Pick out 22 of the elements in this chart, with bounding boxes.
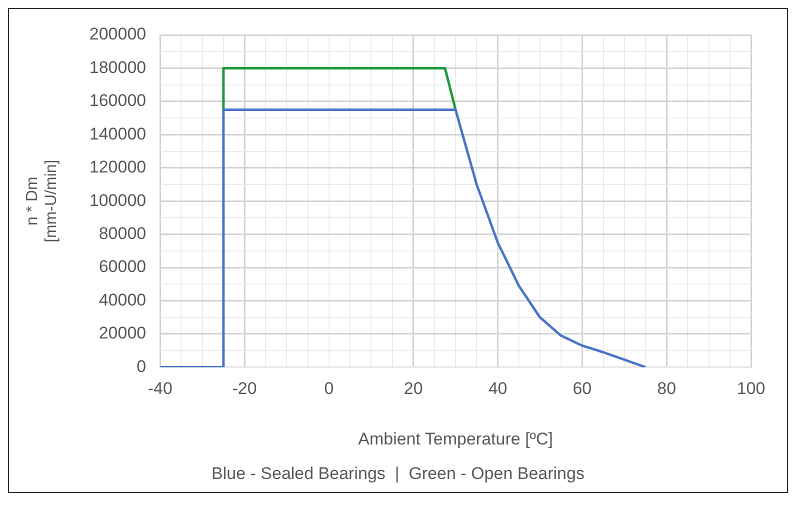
y-tick-label: 200000 [89, 24, 146, 44]
y-tick-label: 60000 [98, 257, 146, 276]
y-axis-title: n * Dm [mm-U/min] [24, 160, 60, 242]
y-tick-label: 120000 [89, 158, 146, 177]
x-tick-label: 60 [572, 379, 592, 398]
x-tick-label: 20 [404, 379, 423, 398]
x-tick-label: 100 [736, 379, 766, 398]
y-tick-label: 40000 [98, 290, 146, 310]
x-axis-title: Ambient Temperature [ºC] [358, 429, 553, 448]
y-tick-label: 20000 [98, 324, 146, 343]
y-tick-label: 80000 [98, 224, 146, 244]
x-tick-label: -40 [148, 379, 172, 398]
x-tick-label: 0 [324, 379, 334, 398]
x-tick-label: -20 [232, 379, 257, 398]
text: Blue - Sealed Bearings | Green - Open Bearings [210, 464, 586, 485]
x-tick-label: 40 [488, 379, 508, 398]
y-tick-label: 160000 [89, 91, 146, 110]
y-tick-label: 0 [136, 356, 146, 376]
y-tick-label: 180000 [89, 58, 146, 77]
y-tick-label: 140000 [89, 124, 146, 144]
y-tick-label: 100000 [89, 190, 146, 210]
x-tick-label: 80 [657, 379, 676, 398]
